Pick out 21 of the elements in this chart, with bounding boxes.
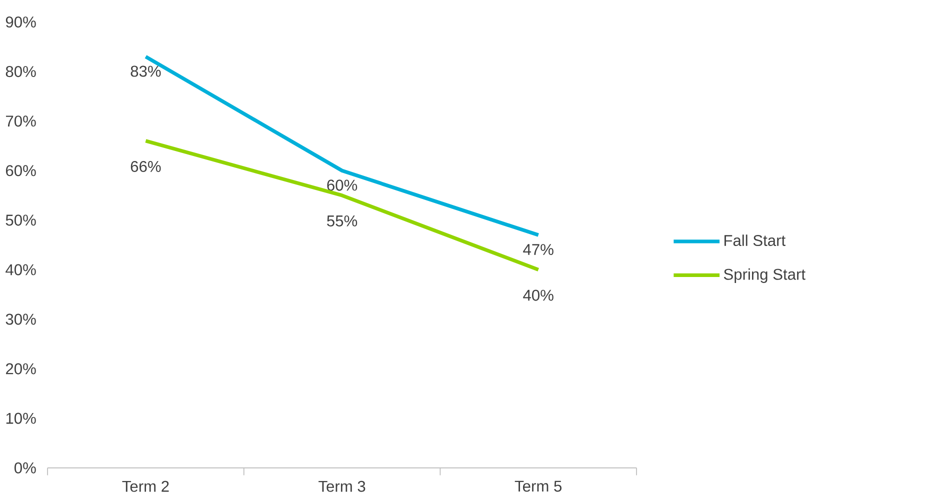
legend-label: Spring Start [724, 268, 806, 284]
y-tick-label: 70% [6, 116, 36, 127]
y-tick-label: 40% [6, 264, 36, 276]
y-tick-label: 80% [6, 66, 36, 78]
legend-label: Fall Start [724, 234, 786, 246]
y-tick-label: 50% [6, 214, 36, 226]
y-tick-label: 30% [6, 314, 36, 325]
data-label: 55% [327, 216, 358, 227]
data-label: 66% [130, 161, 161, 172]
x-tick-label: Term 3 [318, 481, 366, 492]
data-label: 60% [327, 180, 358, 191]
y-tick-label: 90% [6, 16, 36, 28]
x-tick-label: Term 5 [514, 481, 562, 492]
y-tick-label: 10% [6, 412, 36, 424]
data-label: 83% [130, 66, 161, 77]
data-label: 47% [523, 244, 554, 256]
y-tick-label: 0% [14, 462, 36, 474]
y-tick-label: 20% [6, 363, 36, 374]
y-tick-label: 60% [6, 165, 36, 176]
data-label: 40% [523, 290, 554, 301]
x-tick-label: Term 2 [122, 481, 169, 492]
